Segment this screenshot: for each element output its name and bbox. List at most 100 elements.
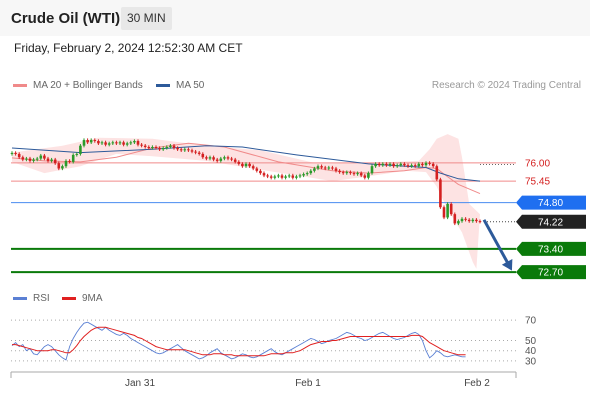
candle-body (363, 175, 367, 178)
candle-body (46, 158, 50, 161)
candle-body (352, 173, 356, 175)
candle-body (151, 146, 154, 148)
candle-body (35, 158, 39, 160)
candle-body (367, 173, 370, 178)
candle-body (309, 170, 313, 174)
candle-body (453, 214, 457, 224)
rsi-ma-swatch (62, 297, 76, 300)
level-label-72-70: 72.70 (538, 268, 563, 279)
candle-body (89, 140, 93, 143)
candle-body (197, 152, 201, 154)
candle-body (233, 159, 237, 162)
candle-body (100, 142, 104, 144)
candle-body (161, 147, 165, 150)
candle-body (431, 163, 435, 167)
candle-body (187, 149, 190, 151)
candle-body (86, 140, 89, 143)
level-lines (11, 162, 516, 274)
candle-body (359, 173, 363, 176)
candle-body (410, 165, 413, 167)
candle-body (338, 170, 341, 173)
candle-body (10, 152, 14, 154)
x-tick-jan-31: Jan 31 (125, 378, 155, 389)
candle-body (471, 219, 475, 222)
candle-body (237, 161, 241, 164)
candle-body (190, 150, 194, 152)
candle-body (230, 158, 233, 160)
candle-body (215, 159, 219, 161)
candles (10, 138, 482, 226)
candle-body (323, 167, 327, 169)
candle-body (169, 145, 172, 147)
level-label-72-70-box (516, 265, 586, 280)
datetime-label: Friday, February 2, 2024 12:52:30 AM CET (14, 41, 243, 55)
candle-body (82, 140, 86, 146)
candle-body (241, 163, 244, 167)
level-label-74-80: 74.80 (538, 198, 563, 209)
legend-rsi-ma-label: 9MA (82, 293, 103, 304)
candle-body (194, 151, 197, 153)
level-label-74-22-box (516, 214, 586, 229)
candle-body (25, 158, 28, 160)
candle-body (115, 142, 118, 144)
candle-body (79, 145, 82, 154)
legend-ma20: MA 20 + Bollinger Bands (13, 80, 143, 91)
candle-body (395, 165, 399, 167)
candle-body (212, 157, 215, 160)
header-bar: Crude Oil (WTI) 30 MIN (0, 0, 590, 36)
legend-rsi: RSI (13, 293, 50, 304)
candle-body (28, 158, 32, 161)
candle-body (399, 163, 403, 166)
candle-body (345, 172, 349, 174)
candle-body (413, 165, 417, 167)
rsi-tick-50: 50 (525, 336, 537, 347)
candle-body (183, 149, 187, 151)
candle-body (125, 143, 129, 145)
candle-body (381, 163, 385, 166)
candle-body (223, 157, 226, 159)
candle-body (93, 140, 97, 142)
candle-body (179, 149, 183, 151)
candle-body (449, 203, 453, 215)
ma50-line (11, 145, 481, 182)
candle-body (17, 153, 21, 158)
candle-body (406, 165, 410, 167)
candle-body (262, 173, 266, 176)
timeframe-button[interactable]: 30 MIN (121, 7, 172, 30)
candle-body (61, 166, 64, 169)
level-label-73-40-box (516, 241, 586, 256)
candle-body (226, 157, 230, 159)
candle-body (269, 176, 273, 178)
candle-body (341, 172, 345, 174)
x-tick-feb-2: Feb 2 (464, 378, 490, 389)
candle-body (251, 166, 255, 169)
candle-body (71, 154, 75, 162)
candle-body (392, 163, 395, 167)
legend-ma20-label: MA 20 + Bollinger Bands (33, 80, 143, 91)
candle-body (129, 142, 133, 144)
candle-body (284, 176, 287, 178)
candle-body (266, 175, 269, 177)
candle-body (244, 163, 248, 167)
candle-body (478, 221, 482, 223)
ma20-line (11, 142, 481, 195)
candle-body (316, 166, 320, 169)
candle-body (464, 218, 467, 220)
candle-body (259, 170, 262, 174)
candle-body (39, 155, 43, 159)
candle-body (349, 172, 352, 174)
candle-body (417, 163, 421, 167)
candle-body (327, 167, 331, 169)
candle-body (277, 175, 280, 177)
level-label-73-40: 73.40 (538, 244, 563, 255)
candle-body (68, 160, 71, 162)
candle-body (208, 157, 212, 159)
candle-body (287, 175, 291, 177)
candle-body (97, 141, 100, 144)
ma20-swatch (13, 84, 27, 87)
candle-body (435, 166, 439, 180)
candle-body (388, 163, 392, 166)
candle-body (313, 168, 316, 171)
